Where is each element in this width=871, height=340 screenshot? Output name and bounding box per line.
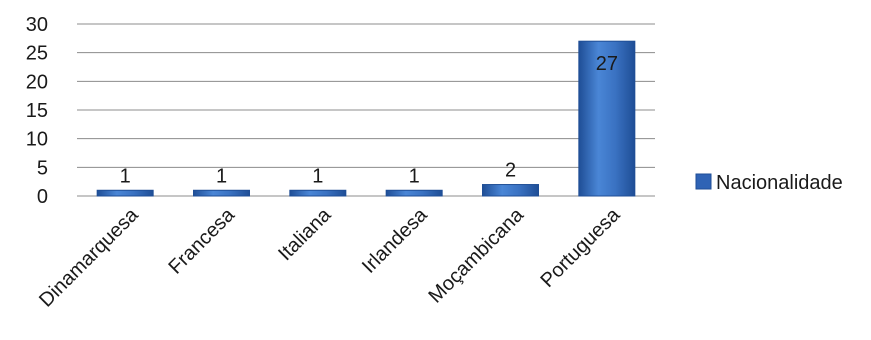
y-axis-ticks: 0 5 10 15 20 25 30 bbox=[26, 14, 48, 208]
x-category-label: Italiana bbox=[274, 203, 336, 265]
bar-francesa bbox=[193, 189, 250, 197]
y-tick-label: 20 bbox=[26, 71, 48, 93]
bar-portuguesa bbox=[578, 40, 636, 197]
data-label: 1 bbox=[120, 165, 131, 187]
y-tick-label: 15 bbox=[26, 100, 48, 122]
bar-dinamarquesa bbox=[96, 189, 154, 197]
bar-moçambicana bbox=[482, 184, 539, 197]
legend-swatch bbox=[695, 173, 712, 190]
x-axis-categories: Dinamarquesa Francesa Italiana IrlandesaMoç… bbox=[35, 203, 625, 311]
x-category-label: Irlandesa bbox=[358, 203, 432, 277]
y-tick-label: 0 bbox=[37, 186, 48, 208]
data-label: 1 bbox=[312, 165, 323, 187]
data-labels: 1 1 1 1 2 27 bbox=[120, 53, 618, 187]
data-label: 1 bbox=[216, 165, 227, 187]
bar-italiana bbox=[289, 189, 347, 197]
legend-label: Nacionalidade bbox=[716, 172, 843, 194]
data-label: 2 bbox=[505, 160, 516, 182]
bars bbox=[96, 40, 636, 197]
data-label: 1 bbox=[409, 165, 420, 187]
bar-irlandesa bbox=[385, 189, 443, 197]
data-label: 27 bbox=[596, 53, 618, 75]
gridlines bbox=[77, 23, 655, 197]
y-tick-label: 5 bbox=[37, 157, 48, 179]
x-category-label: Dinamarquesa bbox=[35, 203, 143, 311]
y-tick-label: 30 bbox=[26, 14, 48, 36]
x-category-label: Portuguesa bbox=[536, 203, 625, 292]
legend: Nacionalidade bbox=[695, 172, 843, 194]
y-tick-label: 10 bbox=[26, 129, 48, 151]
y-tick-label: 25 bbox=[26, 43, 48, 65]
x-category-label: Francesa bbox=[165, 203, 240, 278]
x-category-label: Moçambicana bbox=[424, 203, 528, 307]
